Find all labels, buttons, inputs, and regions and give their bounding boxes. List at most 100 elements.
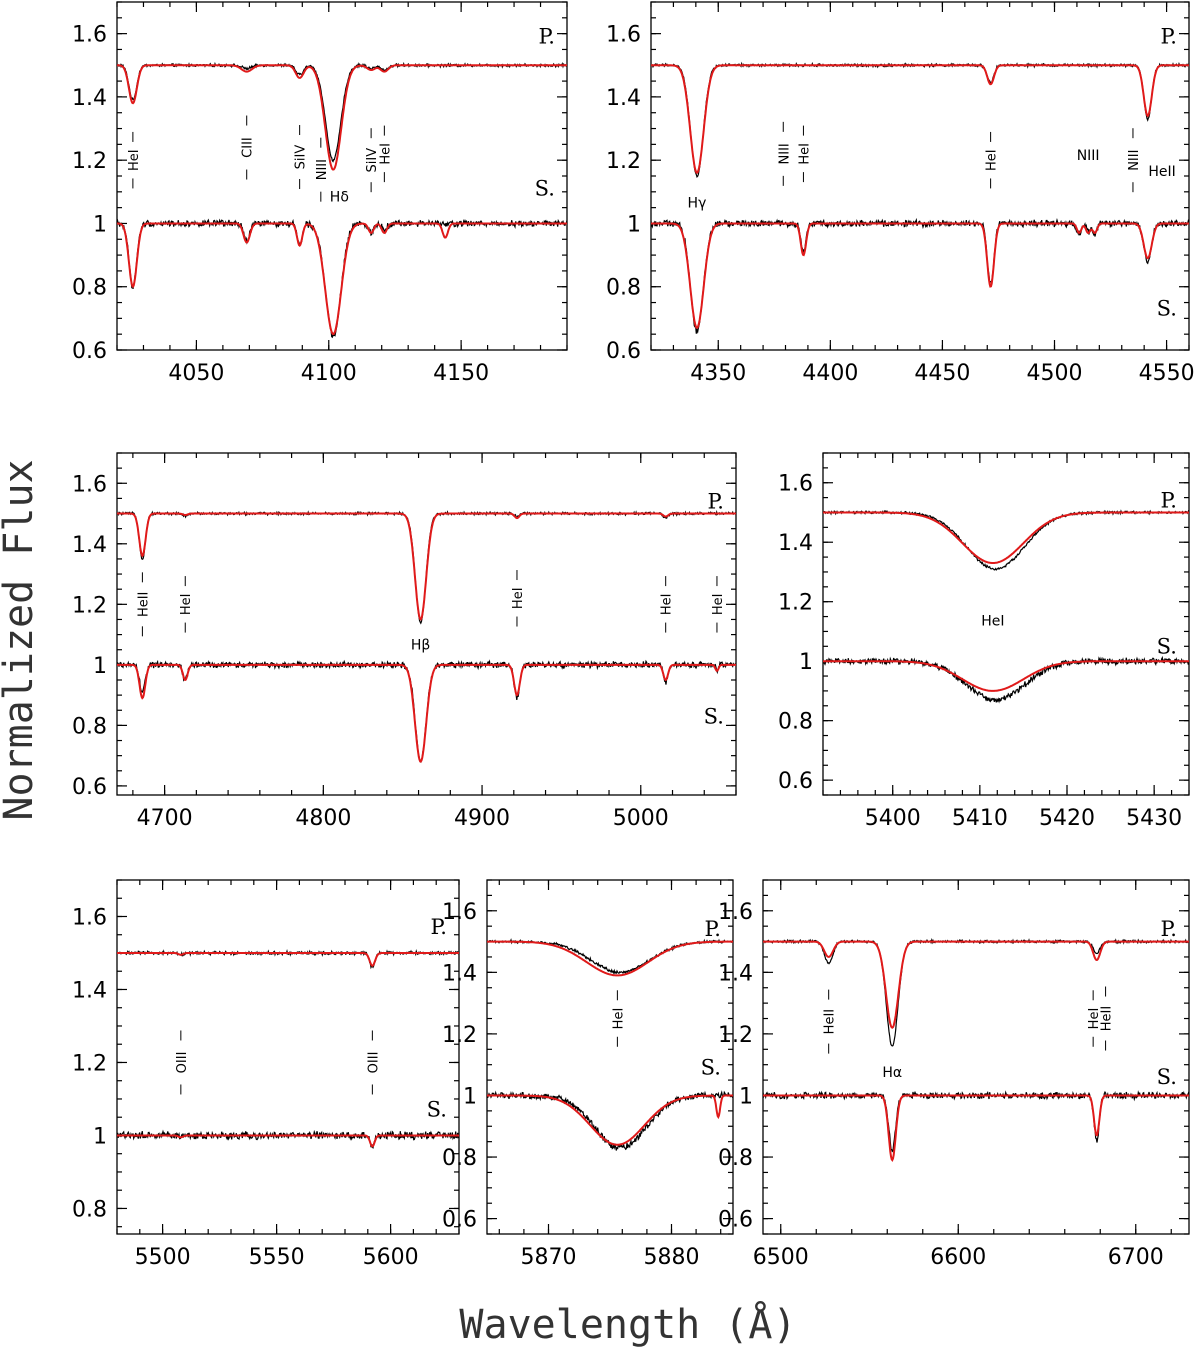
primary-label: P. — [1160, 917, 1177, 941]
y-tick-label: 0.6 — [442, 1208, 477, 1233]
line-id-label: CIII — [241, 137, 256, 158]
line-id-label: NIII — [1077, 148, 1100, 164]
primary-observed-spectrum — [651, 61, 1189, 179]
secondary-model-spectrum — [823, 660, 1189, 692]
line-id-label: HeI — [611, 1008, 626, 1030]
spectra — [823, 509, 1189, 704]
x-tick-label: 5880 — [644, 1245, 700, 1270]
y-tick-label: 1.4 — [72, 86, 107, 111]
secondary-label: S. — [701, 1056, 721, 1080]
x-axis-title: Wavelength (Å) — [459, 1300, 796, 1348]
spectra — [117, 61, 567, 339]
secondary-model-spectrum — [117, 663, 736, 763]
y-tick-label: 0.8 — [606, 276, 641, 301]
y-tick-label: 1.2 — [606, 149, 641, 174]
plot-frame — [116, 1, 568, 351]
y-tick-label: 1.4 — [718, 961, 753, 986]
x-tick-label: 6700 — [1108, 1245, 1164, 1270]
y-tick-label: 1 — [799, 650, 813, 675]
y-tick-label: 0.6 — [718, 1208, 753, 1233]
primary-label: P. — [430, 915, 447, 939]
y-axis-title: Normalized Flux — [0, 459, 42, 820]
x-tick-label: 5870 — [521, 1245, 577, 1270]
line-id-label: Hγ — [688, 196, 707, 212]
line-id-label: HeI — [127, 149, 142, 171]
y-tick-label: 1 — [93, 1124, 107, 1149]
secondary-observed-spectrum — [651, 217, 1189, 334]
primary-observed-spectrum — [117, 61, 567, 163]
line-id-label: SiIV — [365, 148, 380, 173]
primary-label: P. — [707, 489, 724, 513]
secondary-label: S. — [1157, 1065, 1177, 1089]
secondary-model-spectrum — [763, 1094, 1189, 1163]
line-id-label: HeII — [136, 592, 151, 617]
spectra — [487, 938, 733, 1151]
line-id-label: HeII — [1148, 164, 1175, 180]
y-tick-label: 1 — [463, 1084, 477, 1109]
panel-hbeta: 4700 4800 4900 5000 0.6 0.8 1 1.2 1.4 1.6 P. S. HeII… — [72, 452, 737, 831]
secondary-label: S. — [427, 1097, 447, 1121]
line-id-label: HeI — [981, 613, 1004, 629]
plot-frame — [650, 1, 1190, 351]
x-tick-label: 4100 — [301, 361, 357, 386]
y-tick-label: 0.8 — [718, 1146, 753, 1171]
y-tick-label: 1.6 — [606, 23, 641, 48]
y-tick-label: 1.2 — [778, 591, 813, 616]
panel-hgamma: 4350 4400 4450 4500 4550 0.6 0.8 1 1.2 1.4 1.6 P. S.… — [606, 1, 1195, 386]
line-id-label: HeI — [378, 143, 393, 165]
line-id-label: OIII — [175, 1052, 190, 1074]
spectra — [117, 509, 736, 764]
y-tick-label: 1.6 — [72, 905, 107, 930]
x-tick-label: 5410 — [952, 806, 1008, 831]
x-tick-label: 5000 — [613, 806, 669, 831]
line-id-label: HeI — [711, 594, 726, 616]
x-tick-label: 4350 — [690, 361, 746, 386]
x-tick-label: 6500 — [753, 1245, 809, 1270]
y-tick-label: 0.6 — [72, 339, 107, 364]
line-id-label: HeI — [985, 149, 1000, 171]
primary-label: P. — [1160, 25, 1177, 49]
y-tick-label: 0.8 — [72, 1197, 107, 1222]
y-tick-label: 1.6 — [778, 472, 813, 497]
primary-observed-spectrum — [487, 938, 733, 975]
y-tick-label: 1 — [93, 654, 107, 679]
y-tick-label: 1.2 — [442, 1023, 477, 1048]
line-id-label: Hα — [882, 1065, 902, 1081]
line-id-label: OIII — [366, 1052, 381, 1074]
x-tick-label: 5420 — [1039, 806, 1095, 831]
primary-model-spectrum — [117, 64, 567, 171]
line-id-label: HeI — [660, 594, 675, 616]
primary-model-spectrum — [763, 940, 1189, 1029]
panel-hdelta: 4050 4100 4150 0.6 0.8 1 1.2 1.4 1.6 P. S. HeI CIII S… — [72, 1, 568, 386]
line-id-label: NIII — [1127, 150, 1142, 171]
panel-halpha: 6500 6600 6700 0.6 0.8 1 1.2 1.4 1.6 P. S. HeII Hα He… — [718, 879, 1190, 1270]
y-tick-label: 0.6 — [72, 775, 107, 800]
primary-observed-spectrum — [823, 509, 1189, 571]
x-tick-label: 6600 — [930, 1245, 986, 1270]
y-tick-label: 1.6 — [442, 900, 477, 925]
spectra — [117, 948, 459, 1149]
y-tick-label: 1.6 — [72, 472, 107, 497]
x-tick-label: 5600 — [363, 1245, 419, 1270]
x-tick-label: 4050 — [168, 361, 224, 386]
y-tick-label: 1.4 — [72, 533, 107, 558]
primary-label: P. — [1160, 489, 1177, 513]
x-tick-label: 4400 — [802, 361, 858, 386]
primary-model-spectrum — [823, 511, 1189, 564]
secondary-label: S. — [1157, 297, 1177, 321]
x-tick-label: 4900 — [454, 806, 510, 831]
plot-frame — [822, 452, 1190, 796]
y-tick-label: 0.8 — [72, 276, 107, 301]
y-tick-label: 1.2 — [718, 1023, 753, 1048]
panel-hei-5411: 5400 5410 5420 5430 0.6 0.8 1 1.2 1.4 1.6 P. S. HeI — [778, 452, 1190, 831]
panel-hei-5876: 5870 5880 0.6 0.8 1 1.2 1.4 1.6 P. S. HeI — [442, 879, 734, 1270]
plot-frame — [762, 879, 1190, 1235]
primary-model-spectrum — [651, 64, 1189, 175]
secondary-observed-spectrum — [823, 655, 1189, 704]
spectra — [651, 61, 1189, 334]
line-id-label: HeI — [511, 587, 526, 609]
line-id-label: HeII — [823, 1009, 838, 1034]
y-tick-label: 0.8 — [442, 1146, 477, 1171]
spectra — [763, 937, 1189, 1163]
